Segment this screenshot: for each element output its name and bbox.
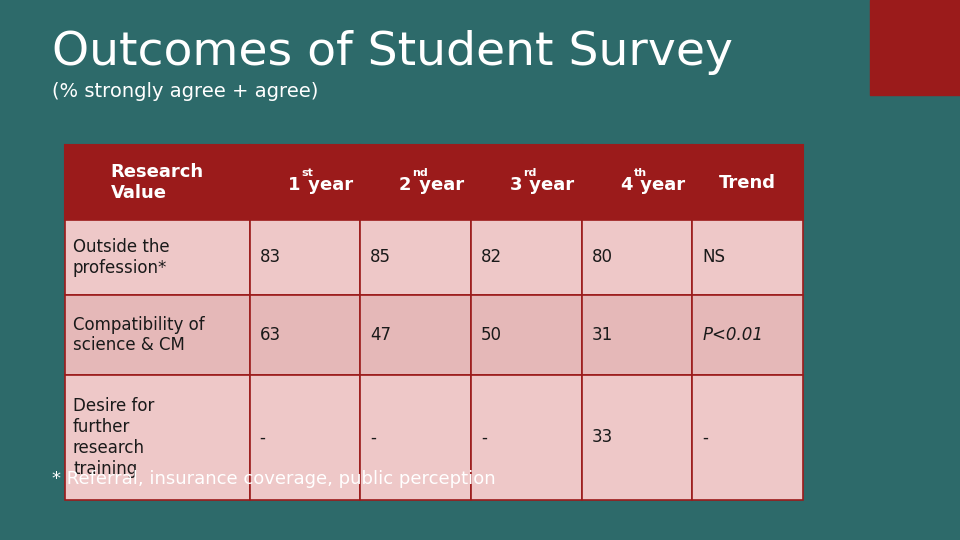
Bar bbox=[65, 145, 250, 220]
Text: rd: rd bbox=[523, 168, 537, 179]
Text: -: - bbox=[481, 429, 487, 447]
Text: -: - bbox=[703, 429, 708, 447]
Bar bbox=[582, 220, 692, 295]
Bar bbox=[360, 220, 471, 295]
Text: 82: 82 bbox=[481, 248, 502, 267]
Bar bbox=[250, 375, 360, 500]
Text: Outcomes of Student Survey: Outcomes of Student Survey bbox=[52, 30, 733, 75]
Bar bbox=[360, 145, 471, 220]
Bar bbox=[471, 220, 582, 295]
Text: year: year bbox=[301, 176, 353, 193]
Text: 47: 47 bbox=[371, 326, 392, 344]
Bar bbox=[360, 375, 471, 500]
Text: NS: NS bbox=[703, 248, 726, 267]
Text: 4: 4 bbox=[620, 176, 633, 193]
Text: (% strongly agree + agree): (% strongly agree + agree) bbox=[52, 82, 319, 101]
Text: 2: 2 bbox=[399, 176, 412, 193]
Bar bbox=[65, 220, 250, 295]
Bar bbox=[692, 145, 803, 220]
Text: -: - bbox=[259, 429, 265, 447]
Text: 83: 83 bbox=[259, 248, 280, 267]
Text: 1: 1 bbox=[288, 176, 300, 193]
Bar bbox=[692, 220, 803, 295]
Bar bbox=[471, 145, 582, 220]
Bar bbox=[250, 145, 360, 220]
Bar bbox=[692, 375, 803, 500]
Bar bbox=[471, 375, 582, 500]
Text: Outside the
profession*: Outside the profession* bbox=[73, 238, 170, 277]
Bar bbox=[870, 0, 960, 95]
Bar bbox=[582, 295, 692, 375]
Text: 33: 33 bbox=[591, 429, 612, 447]
Bar bbox=[250, 295, 360, 375]
Text: 80: 80 bbox=[591, 248, 612, 267]
Text: st: st bbox=[301, 168, 314, 179]
Text: 63: 63 bbox=[259, 326, 280, 344]
Text: 50: 50 bbox=[481, 326, 502, 344]
Bar bbox=[582, 375, 692, 500]
Bar bbox=[692, 295, 803, 375]
Bar bbox=[582, 145, 692, 220]
Text: nd: nd bbox=[413, 168, 428, 179]
Text: year: year bbox=[413, 176, 464, 193]
Bar bbox=[65, 295, 250, 375]
Bar bbox=[65, 375, 250, 500]
Text: year: year bbox=[523, 176, 574, 193]
Text: Desire for
further
research
training: Desire for further research training bbox=[73, 397, 155, 478]
Text: 31: 31 bbox=[591, 326, 612, 344]
Text: Trend: Trend bbox=[719, 173, 776, 192]
Text: P<0.01: P<0.01 bbox=[703, 326, 763, 344]
Text: * Referral, insurance coverage, public perception: * Referral, insurance coverage, public p… bbox=[52, 470, 495, 488]
Text: th: th bbox=[634, 168, 647, 179]
Text: Research
Value: Research Value bbox=[110, 163, 204, 202]
Text: -: - bbox=[371, 429, 376, 447]
Text: year: year bbox=[634, 176, 685, 193]
Text: 3: 3 bbox=[510, 176, 522, 193]
Bar bbox=[250, 220, 360, 295]
Bar bbox=[360, 295, 471, 375]
Text: Compatibility of
science & CM: Compatibility of science & CM bbox=[73, 315, 204, 354]
Bar bbox=[471, 295, 582, 375]
Text: 85: 85 bbox=[371, 248, 392, 267]
